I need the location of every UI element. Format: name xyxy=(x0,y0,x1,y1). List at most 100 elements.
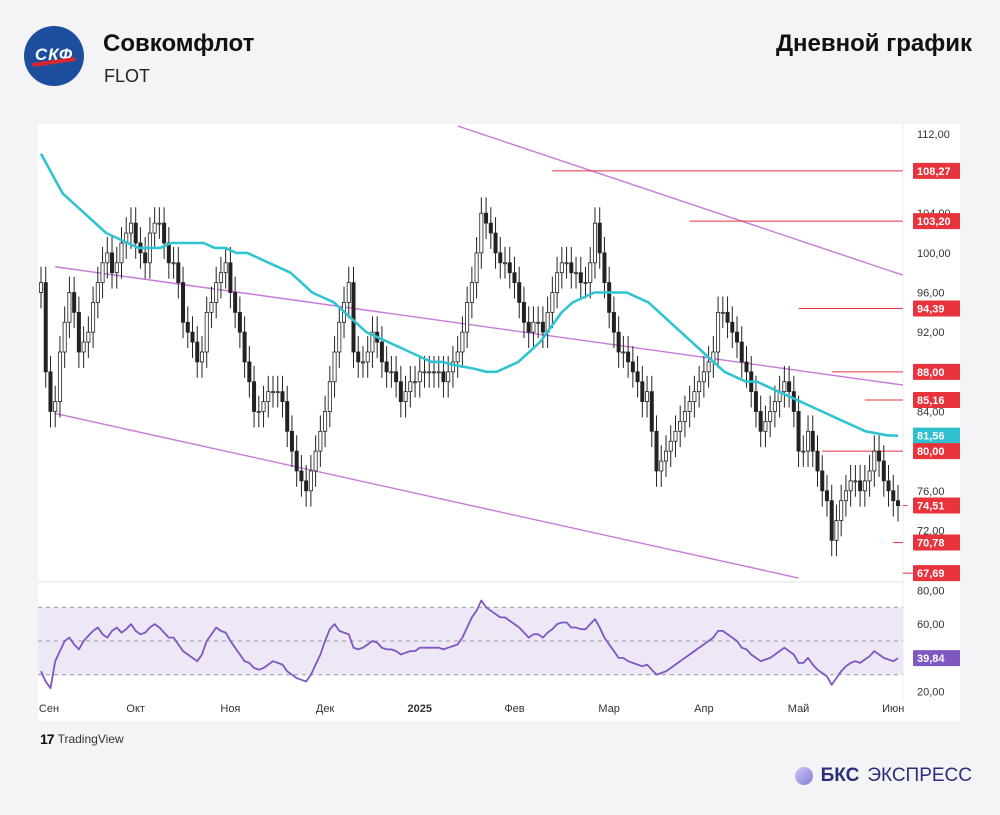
chart-panel: 112,00108,00104,00100,0096,0092,0088,008… xyxy=(38,124,960,721)
x-tick-label: Мар xyxy=(598,703,620,715)
price-tick-label: 96,00 xyxy=(917,288,945,300)
rsi-last-box xyxy=(913,650,960,667)
candle-body xyxy=(53,401,58,412)
candle-body xyxy=(427,371,432,374)
candle-body xyxy=(725,311,730,323)
candle-body xyxy=(592,222,597,264)
candle-body xyxy=(772,401,777,412)
candle-body xyxy=(881,460,886,482)
candle-body xyxy=(38,282,44,293)
candle-body xyxy=(261,401,266,412)
price-label-box xyxy=(913,497,960,514)
candle-body xyxy=(143,252,148,264)
candle-body xyxy=(157,222,162,225)
moving-average-line xyxy=(39,153,899,437)
brand-bold: БКС xyxy=(820,765,860,786)
candle-body xyxy=(308,470,313,492)
candle-body xyxy=(379,341,384,363)
channel-line xyxy=(457,125,903,276)
price-label-text: 88,00 xyxy=(917,367,945,379)
brand-icon xyxy=(794,767,813,785)
candle-body xyxy=(735,331,740,343)
candle-body xyxy=(91,302,96,333)
candle-body xyxy=(436,371,441,374)
candle-body xyxy=(176,262,181,284)
candle-body xyxy=(441,371,446,383)
candle-body xyxy=(839,500,844,521)
candle-body xyxy=(294,450,299,472)
candle-body xyxy=(252,381,257,412)
candle-body xyxy=(649,391,654,432)
candle-body xyxy=(867,470,872,482)
candle-body xyxy=(242,331,247,363)
candle-body xyxy=(398,381,403,402)
candle-body xyxy=(697,381,702,393)
candle-body xyxy=(403,391,408,402)
candle-body xyxy=(891,490,896,502)
candle-body xyxy=(247,361,252,383)
candle-body xyxy=(394,371,399,383)
candle-body xyxy=(105,252,110,264)
candle-body xyxy=(408,381,413,393)
candle-body xyxy=(682,411,687,422)
candle-body xyxy=(815,450,820,472)
price-tick-label: 112,00 xyxy=(917,129,950,141)
price-tick-label: 76,00 xyxy=(917,486,945,498)
candle-body xyxy=(626,351,631,363)
candle-body xyxy=(57,351,62,402)
candle-body xyxy=(872,450,877,472)
candle-body xyxy=(488,222,493,234)
brand-logo: БКС ЭКСПРЕСС xyxy=(794,765,972,787)
candle-body xyxy=(304,480,309,492)
candle-body xyxy=(896,500,901,507)
candle-body xyxy=(313,450,318,472)
candle-body xyxy=(810,430,815,452)
candle-body xyxy=(744,361,749,373)
candle-body xyxy=(739,341,744,363)
candle-body xyxy=(280,391,285,402)
candle-body xyxy=(843,490,848,502)
candle-body xyxy=(536,321,541,324)
candle-body xyxy=(616,331,621,353)
candle-body xyxy=(531,321,536,333)
candle-body xyxy=(199,351,204,363)
candle-body xyxy=(110,252,115,274)
candle-body xyxy=(829,500,834,541)
candle-body xyxy=(635,371,640,383)
candle-body xyxy=(668,440,673,452)
candle-body xyxy=(607,282,612,313)
price-label-box xyxy=(913,443,960,460)
candle-body xyxy=(318,430,323,452)
candle-body xyxy=(256,411,261,413)
candle-body xyxy=(791,391,796,412)
rsi-last-text: 39,84 xyxy=(917,653,945,665)
candle-body xyxy=(195,341,200,363)
candles xyxy=(38,197,901,557)
candle-body xyxy=(796,411,801,452)
candle-body xyxy=(663,450,668,462)
candle-body xyxy=(181,282,186,323)
candle-body xyxy=(659,460,664,472)
candle-body xyxy=(455,351,460,363)
candle-body xyxy=(782,381,787,393)
candle-body xyxy=(564,262,569,265)
x-tick-label: Ноя xyxy=(220,703,240,715)
candle-body xyxy=(621,351,626,354)
brand-rest: ЭКСПРЕСС xyxy=(867,765,972,786)
candle-body xyxy=(858,480,863,492)
candle-body xyxy=(687,401,692,412)
candle-body xyxy=(484,212,489,224)
rsi-line xyxy=(40,599,899,690)
candle-body xyxy=(474,252,479,284)
candle-body xyxy=(431,371,436,374)
candle-body xyxy=(389,371,394,374)
candle-body xyxy=(806,430,811,452)
x-tick-label: Окт xyxy=(126,703,145,715)
x-tick-label: Дек xyxy=(316,703,335,715)
tradingview-credit: 17 TradingView xyxy=(40,731,124,747)
price-label-text: 70,78 xyxy=(917,538,945,550)
price-label-box xyxy=(913,300,960,317)
candle-body xyxy=(460,331,465,353)
candle-body xyxy=(48,371,53,412)
price-tick-label: 100,00 xyxy=(917,248,951,260)
